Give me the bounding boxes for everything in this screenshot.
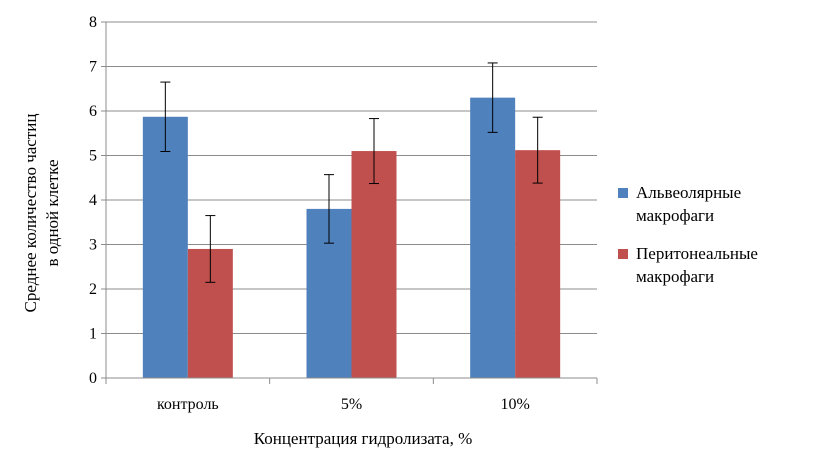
- legend-label-peritoneal-line-2: макрофаги: [636, 267, 714, 286]
- bar: [142, 116, 188, 378]
- legend-label-alveolar-line-2: макрофаги: [636, 206, 714, 225]
- y-tick-label: 3: [89, 237, 97, 254]
- y-axis-title: Среднее количество частиц в одной клетке: [21, 114, 62, 313]
- error-bars: [160, 62, 543, 283]
- legend-item-peritoneal: Перитонеальные макрофаги: [618, 244, 758, 286]
- y-tick-label: 6: [89, 103, 97, 120]
- y-tick-label: 2: [89, 281, 97, 298]
- bar: [351, 151, 397, 378]
- bars: [142, 97, 561, 379]
- y-tick-label: 5: [89, 148, 97, 165]
- y-axis-title-line-2: в одной клетке: [43, 160, 62, 267]
- tick-labels: 0 1 2 3 4 5 6 7 8 контроль 5% 10%: [89, 14, 530, 413]
- y-tick-label: 0: [89, 370, 97, 387]
- legend-label-alveolar-line-1: Альвеолярные: [636, 183, 741, 202]
- y-tick-label: 8: [89, 14, 97, 31]
- x-tick-label: 5%: [341, 396, 362, 413]
- legend-label-peritoneal-line-1: Перитонеальные: [636, 244, 758, 263]
- legend-swatch-alveolar: [618, 188, 628, 198]
- x-tick-label: 10%: [501, 396, 530, 413]
- y-tick-label: 1: [89, 326, 97, 343]
- bar: [470, 97, 516, 379]
- axes: [101, 21, 598, 384]
- legend: Альвеолярные макрофаги Перитонеальные ма…: [618, 183, 758, 286]
- y-axis-title-line-1: Среднее количество частиц: [21, 114, 40, 313]
- y-tick-label: 4: [89, 192, 97, 209]
- x-axis-title: Концентрация гидролизата, %: [254, 429, 473, 448]
- y-tick-label: 7: [89, 59, 97, 76]
- x-tick-label: контроль: [157, 396, 219, 413]
- legend-item-alveolar: Альвеолярные макрофаги: [618, 183, 741, 225]
- bar: [515, 150, 561, 378]
- legend-swatch-peritoneal: [618, 249, 628, 259]
